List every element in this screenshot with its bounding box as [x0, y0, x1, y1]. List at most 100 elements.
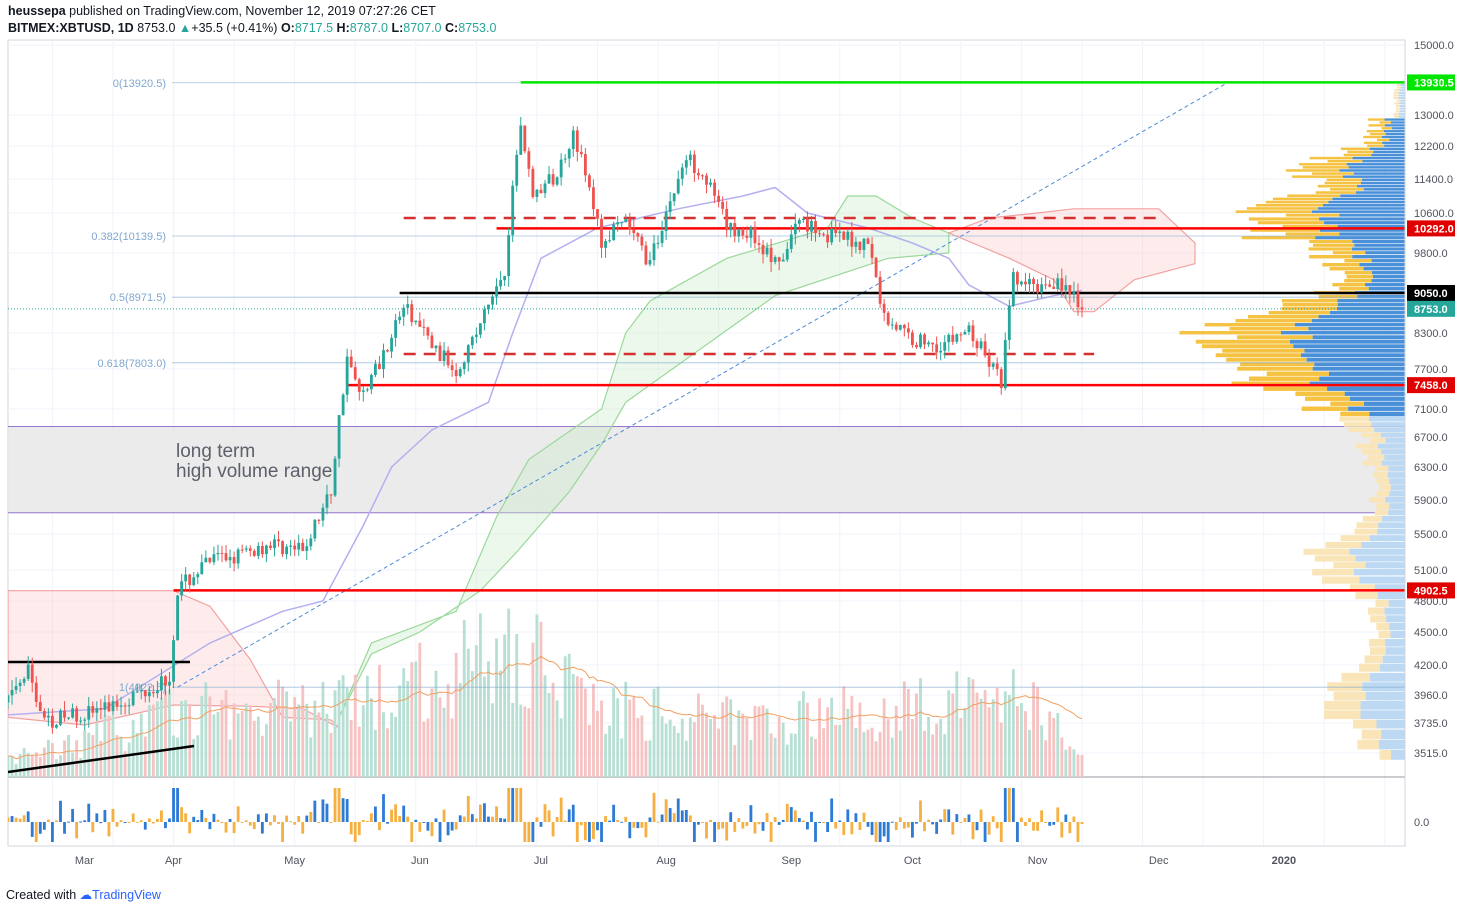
volume-profile-row	[1346, 163, 1405, 166]
oscillator-bar	[1068, 822, 1072, 834]
candle-body	[442, 350, 446, 361]
volume-profile-row	[1378, 739, 1405, 750]
oscillator-bar	[826, 822, 830, 833]
volume-bar	[527, 708, 531, 777]
volume-profile-row	[1374, 584, 1405, 592]
candle-body	[620, 222, 624, 224]
oscillator-bar	[337, 788, 341, 822]
candle-body	[781, 259, 785, 262]
volume-profile-row	[1306, 357, 1405, 362]
candle-body	[830, 228, 834, 243]
oscillator-bar	[99, 822, 103, 824]
fib-label: 0.382(10139.5)	[91, 231, 166, 243]
volume-bar	[713, 714, 716, 777]
oscillator-bar	[725, 822, 729, 841]
oscillator-bar	[176, 788, 179, 822]
oscillator-bar	[353, 822, 357, 842]
volume-profile-row	[1378, 522, 1405, 529]
oscillator-bar	[781, 819, 785, 822]
created-with-text: Created with	[6, 888, 77, 902]
volume-bar	[555, 700, 559, 777]
oscillator-bar	[567, 809, 571, 822]
volume-profile-row	[1280, 331, 1405, 335]
oscillator-bar	[252, 822, 256, 830]
volume-bar	[878, 731, 882, 777]
volume-profile-row	[1287, 194, 1341, 198]
volume-profile-row	[1339, 169, 1405, 172]
volume-profile-row	[1351, 247, 1405, 251]
volume-profile-row	[1353, 719, 1377, 729]
volume-bar	[906, 689, 910, 777]
volume-profile-row	[1398, 94, 1405, 97]
time-tick-Nov: Nov	[1028, 855, 1048, 867]
candle-body	[470, 336, 474, 346]
oscillator-bar	[341, 798, 345, 822]
volume-profile-row	[1382, 655, 1405, 664]
candle-body	[858, 241, 862, 250]
candle-body	[458, 369, 462, 377]
candle-body	[789, 234, 793, 249]
volume-profile-row	[1231, 381, 1310, 386]
volume-bar	[337, 680, 341, 777]
oscillator-bar	[838, 820, 842, 822]
candle-body	[1056, 278, 1060, 290]
volume-profile-row	[1370, 672, 1405, 682]
symbol-name[interactable]: BITMEX:XBTUSD, 1D	[8, 21, 134, 35]
tradingview-brand[interactable]: TradingView	[92, 888, 161, 902]
candle-body	[224, 553, 228, 561]
volume-profile-row	[1343, 153, 1372, 157]
author-name[interactable]: heussepa	[8, 4, 66, 18]
volume-bar	[208, 696, 212, 777]
volume-bar	[676, 732, 680, 777]
price-axis[interactable]: 15000.0 13000.0 12200.0 11400.0 10600.0 9800.…	[1404, 40, 1455, 846]
oscillator-bar	[406, 816, 410, 822]
volume-profile-row	[1322, 576, 1360, 584]
volume-bar	[688, 717, 692, 777]
oscillator-bar	[422, 822, 426, 823]
volume-bar	[103, 715, 107, 777]
volume-bar	[523, 706, 527, 777]
candle-body	[761, 244, 765, 255]
volume-profile-row	[1204, 323, 1295, 327]
volume-profile-row	[1385, 437, 1405, 443]
oscillator-bar	[293, 822, 297, 825]
volume-profile-row	[1333, 691, 1366, 701]
volume-bar	[357, 726, 361, 777]
volume-bar	[410, 662, 414, 777]
candle-body	[192, 577, 196, 586]
volume-profile-row	[1285, 232, 1340, 236]
candle-body	[943, 342, 947, 351]
volume-profile-row	[1299, 163, 1347, 166]
annotation-text: long term high volume range	[176, 441, 332, 482]
oscillator-bar	[616, 820, 620, 822]
time-axis[interactable]: Mar Apr May Jun Jul Aug Sep Oct Nov Dec 2020	[8, 845, 1405, 867]
candle-body	[317, 519, 321, 521]
time-tick-Jul: Jul	[534, 855, 548, 867]
candle-body	[801, 218, 805, 220]
oscillator-bar	[95, 813, 99, 822]
volume-profile-row	[1339, 213, 1405, 217]
volume-profile-row	[1363, 267, 1405, 271]
volume-bar	[955, 671, 959, 777]
time-tick-May: May	[284, 855, 305, 867]
oscillator-bar	[701, 822, 704, 823]
oscillator-bar	[737, 818, 741, 822]
volume-bar	[240, 710, 244, 777]
oscillator-bar	[111, 808, 115, 822]
volume-bar	[184, 700, 188, 777]
volume-profile-row	[1357, 295, 1405, 299]
volume-bar	[139, 713, 143, 777]
volume-bar	[579, 677, 583, 777]
oscillator-bar	[147, 818, 151, 822]
candle-body	[579, 151, 583, 155]
volume-profile-row	[1381, 729, 1405, 740]
volume-bar	[341, 675, 345, 777]
price-tick-label: 6700.0	[1414, 432, 1448, 444]
candle-body	[26, 664, 30, 679]
oscillator-bar	[608, 820, 612, 822]
candle-body	[402, 307, 406, 317]
volume-profile-row	[1389, 138, 1405, 142]
time-tick-Sep: Sep	[781, 855, 801, 867]
candle-body	[394, 320, 398, 338]
